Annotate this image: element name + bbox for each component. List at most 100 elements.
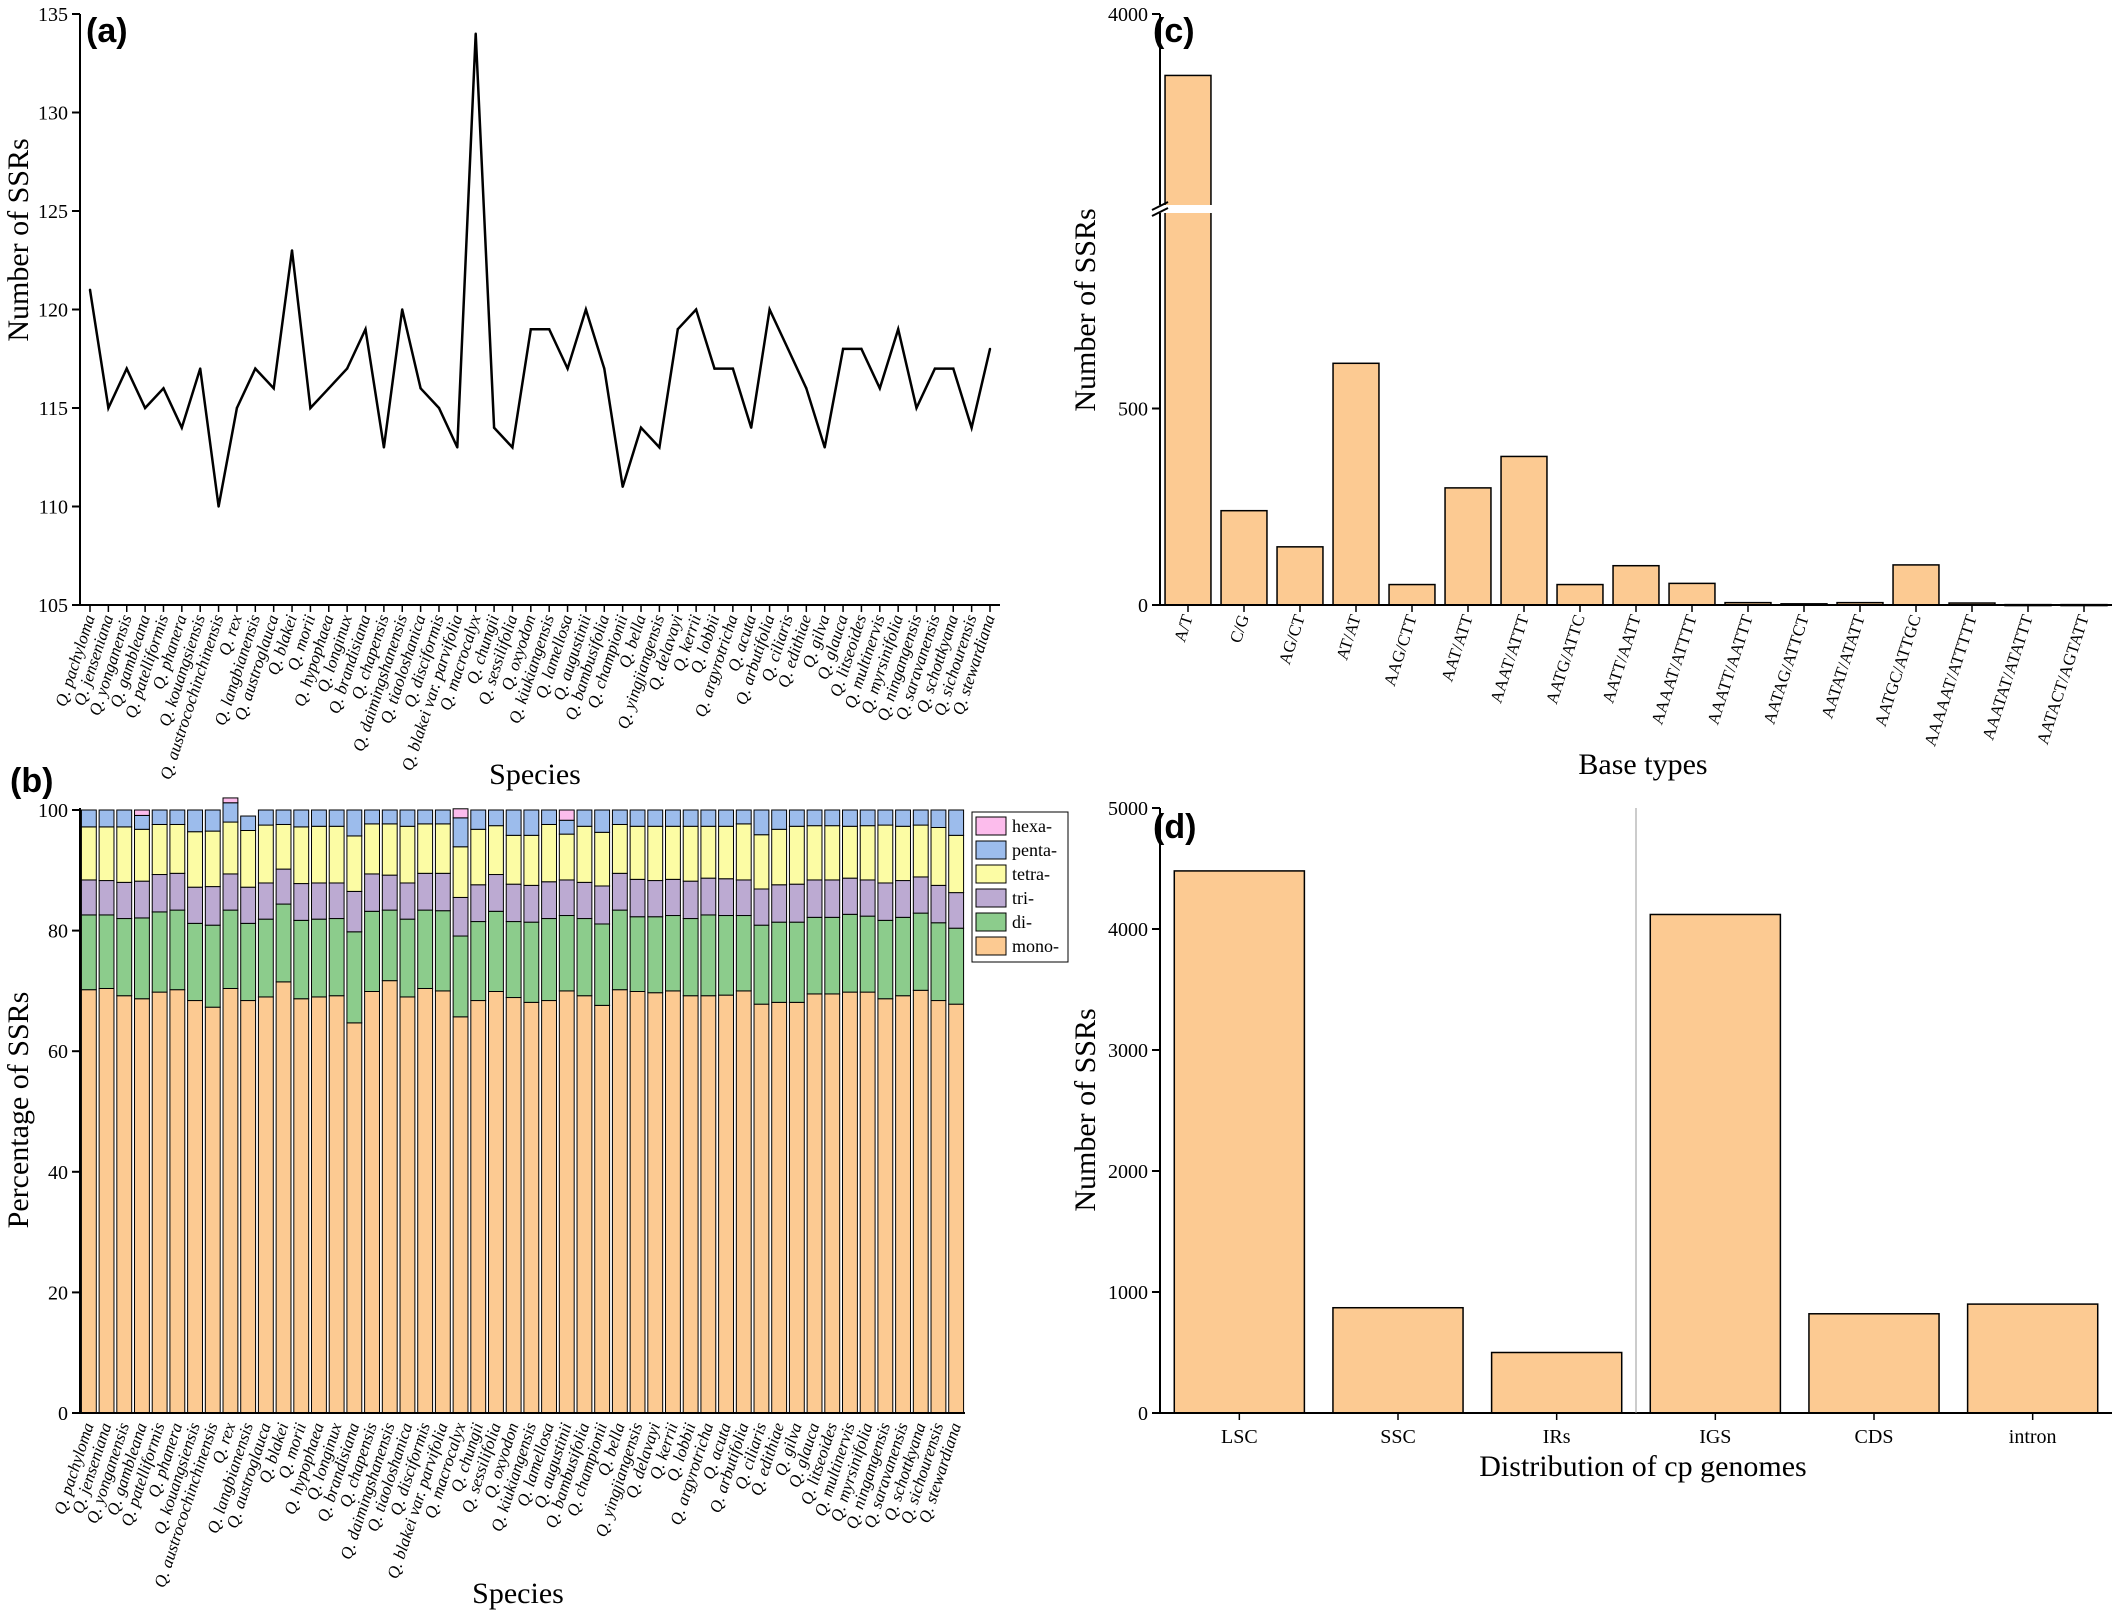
panel-b-bar-segment-tri [399, 882, 416, 920]
panel-a-data-point [933, 367, 937, 370]
panel-b-bar-segment-penta [452, 817, 469, 848]
panel-b-bar-segment-penta [806, 809, 823, 827]
panel-b-bar-segment-di [948, 927, 965, 1005]
panel-b-bar-segment-penta [523, 809, 540, 836]
panel-a-data-point [290, 249, 294, 252]
panel-b-bar-segment-penta [753, 809, 770, 836]
panel-d-x-tick-label: LSC [1221, 1426, 1258, 1448]
panel-b-legend-label: penta- [1012, 840, 1057, 860]
panel-a-data-point [217, 505, 220, 508]
panel-b-bar-segment-penta [718, 809, 734, 827]
panel-b-bar-segment-di [488, 910, 504, 993]
panel-b-x-axis-label: Species [472, 1577, 564, 1610]
panel-b-bar-segment-di [824, 916, 841, 995]
panel-b-bar-segment-penta [204, 809, 221, 832]
panel-b-legend-swatch [975, 888, 1007, 908]
panel-b-bar-segment-di [434, 910, 451, 992]
panel-b-bar-segment-tri [541, 881, 557, 920]
panel-b-y-tick-label: 60 [48, 1041, 68, 1063]
panel-b-legend-swatch [975, 912, 1007, 932]
panel-c-x-tick-label: AAG/CTT [1380, 612, 1421, 689]
panel-b-bar-segment-mono [682, 995, 699, 1414]
panel-b-bar-segment-tetra [912, 824, 929, 878]
panel-a-data-point [235, 406, 239, 410]
panel-b-bar-segment-hexa [222, 797, 239, 804]
panel-d-x-tick-label: intron [2009, 1426, 2057, 1448]
panel-a-data-point [952, 367, 955, 370]
panel-c-axis-break-mark [1151, 201, 1169, 211]
panel-d-y-tick-label: 5000 [1108, 798, 1148, 820]
panel-b-bar-segment-di [788, 921, 805, 1003]
panel-c-x-tick-label: AT/AT [1332, 612, 1365, 662]
panel-b-bar-segment-tri [806, 879, 823, 918]
panel-b-bar-segment-di [912, 912, 929, 991]
panel-b-bar-segment-tri [948, 892, 965, 929]
panel-a-y-tick-label: 135 [38, 4, 68, 26]
panel-b-bar-segment-di [257, 918, 274, 998]
panel-b-bar-segment-penta [771, 809, 788, 830]
panel-b-bar-segment-tetra [257, 824, 274, 884]
panel-b-bar-segment-penta [558, 819, 575, 835]
panel-d-x-tick-label: SSC [1380, 1426, 1416, 1448]
panel-d-x-tick-label: CDS [1855, 1426, 1894, 1448]
panel-a-data-point [437, 406, 441, 410]
panel-c-bar [1668, 582, 1716, 606]
panel-a-data-point [639, 426, 643, 429]
panel-b-bar-segment-di [116, 918, 133, 997]
panel-d-y-tick-label: 1000 [1108, 1282, 1148, 1304]
panel-b-bar-segment-tetra [629, 825, 646, 880]
panel-b-bar-segment-mono [470, 1000, 487, 1414]
panel-b-bar-segment-penta [912, 809, 929, 826]
panel-b-bar-segment-mono [151, 991, 168, 1414]
panel-a-data-point [88, 288, 92, 291]
panel-b-bar-segment-tetra [558, 833, 575, 881]
panel-b-bar-segment-tri [293, 883, 310, 921]
panel-b-bar-segment-mono [948, 1003, 965, 1414]
panel-b-bar-segment-tetra [470, 828, 487, 886]
panel-b-bar-segment-penta [541, 809, 557, 825]
panel-b-bar-segment-tri [169, 872, 186, 911]
panel-b-legend-label: tri- [1012, 888, 1034, 908]
panel-b-bar-segment-di [399, 918, 416, 998]
panel-b-bar-segment-di [452, 935, 469, 1018]
panel-c-x-tick-label: AAAAAT/ATTTTT [1920, 612, 1981, 749]
panel-c-bar [1164, 74, 1212, 606]
panel-a-data-point [860, 347, 863, 351]
panel-b-bar-segment-penta [647, 809, 664, 827]
panel-b-legend-swatch [975, 936, 1007, 956]
panel-a-y-tick-label: 130 [38, 103, 68, 125]
panel-a-data-point [474, 32, 477, 35]
panel-a-y-tick-label: 115 [39, 398, 68, 420]
panel-b-bar-segment-mono [364, 991, 380, 1414]
panel-b-bar-segment-penta [275, 809, 292, 825]
panel-b-bar-segment-mono [381, 980, 398, 1414]
panel-b-bar-segment-mono [842, 991, 858, 1414]
panel-b-bar-segment-di [470, 921, 487, 1002]
panel-c-x-tick-label: AAAAT/ATTTT [1647, 612, 1701, 727]
panel-a-y-axis-label: Number of SSRs [2, 138, 35, 341]
panel-b-bar-segment-di [859, 915, 876, 993]
panel-b-bar-segment-tri [647, 880, 664, 918]
panel-b-bar-segment-tri [381, 874, 398, 911]
panel-b-bar-segment-penta [257, 809, 274, 826]
panel-b-bar-segment-di [328, 918, 345, 997]
panel-a-data-point [805, 387, 808, 390]
panel-b-bar-segment-tri [346, 890, 363, 933]
panel-b-legend-swatch [975, 864, 1007, 884]
panel-b-bar-segment-tri [558, 879, 575, 917]
panel-c-x-tick-label: AAT/ATT [1437, 612, 1477, 684]
panel-b-bar-segment-penta [470, 809, 487, 830]
panel-d-bar [1649, 913, 1782, 1414]
panel-b-bar-segment-tetra [311, 825, 327, 884]
panel-b-bar-segment-tri [275, 868, 292, 905]
panel-b-bar-segment-mono [523, 1001, 540, 1414]
panel-b-bar-segment-mono [859, 991, 876, 1414]
panel-a-data-point [713, 367, 716, 370]
panel-b-bar-segment-mono [434, 990, 451, 1414]
panel-b-bar-segment-di [134, 917, 150, 1000]
panel-b-label: (b) [10, 762, 53, 800]
panel-c-x-tick-label: AAAT/ATTT [1486, 612, 1533, 706]
panel-a-data-point [529, 328, 533, 331]
panel-a-data-point [364, 328, 367, 331]
panel-b-bar-segment-di [541, 918, 557, 1002]
